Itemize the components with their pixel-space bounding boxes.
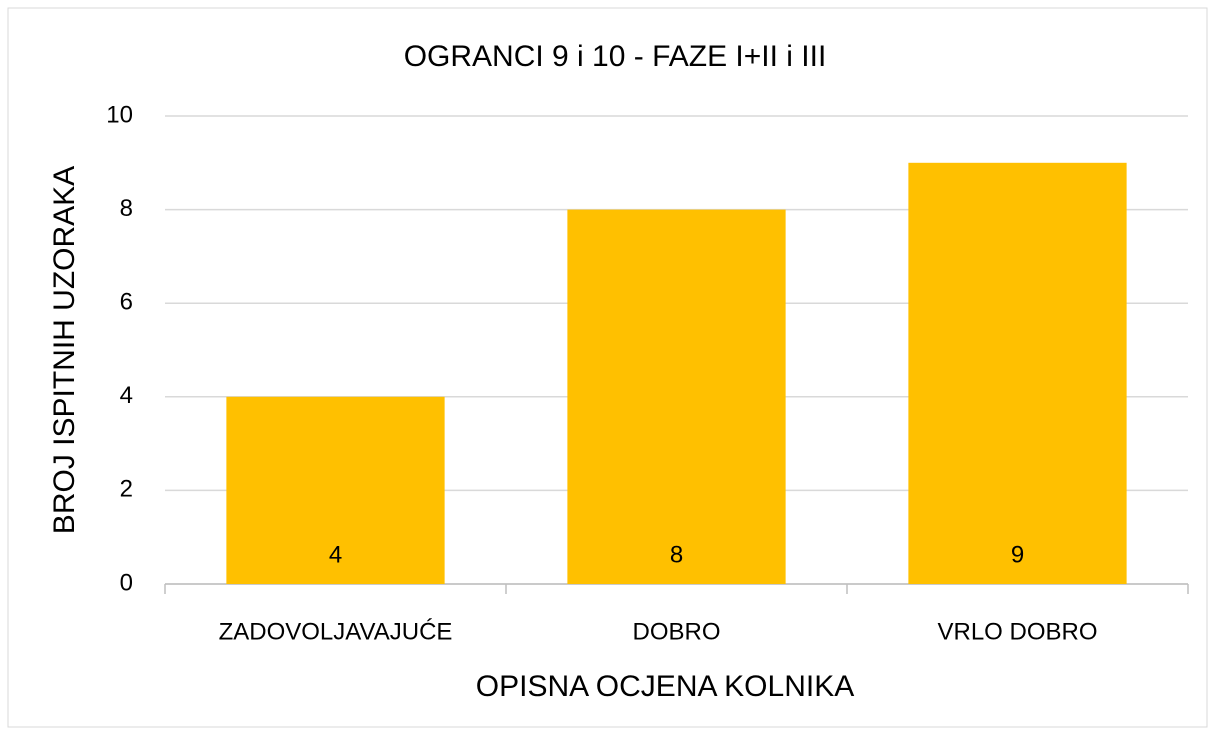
x-tick-label: VRLO DOBRO: [937, 618, 1097, 645]
y-tick-label: 8: [120, 195, 133, 222]
x-axis-label: OPISNA OCJENA KOLNIKA: [476, 670, 854, 703]
data-label: 8: [670, 541, 683, 568]
data-label: 4: [329, 541, 342, 568]
y-tick-label: 10: [106, 101, 133, 128]
bar: [567, 209, 786, 584]
bar: [226, 396, 445, 584]
y-tick-label: 0: [120, 569, 133, 596]
y-tick-label: 6: [120, 289, 133, 316]
bar: [908, 162, 1127, 585]
data-label: 9: [1011, 541, 1024, 568]
x-tick-label: DOBRO: [632, 618, 720, 645]
y-axis-label: BROJ ISPITNIH UZORAKA: [48, 166, 81, 534]
y-tick-label: 2: [120, 476, 133, 503]
chart-title: OGRANCI 9 i 10 - FAZE I+II i III: [404, 40, 827, 73]
x-tick-label: ZADOVOLJAVAJUĆE: [219, 618, 453, 645]
y-tick-label: 4: [120, 382, 133, 409]
